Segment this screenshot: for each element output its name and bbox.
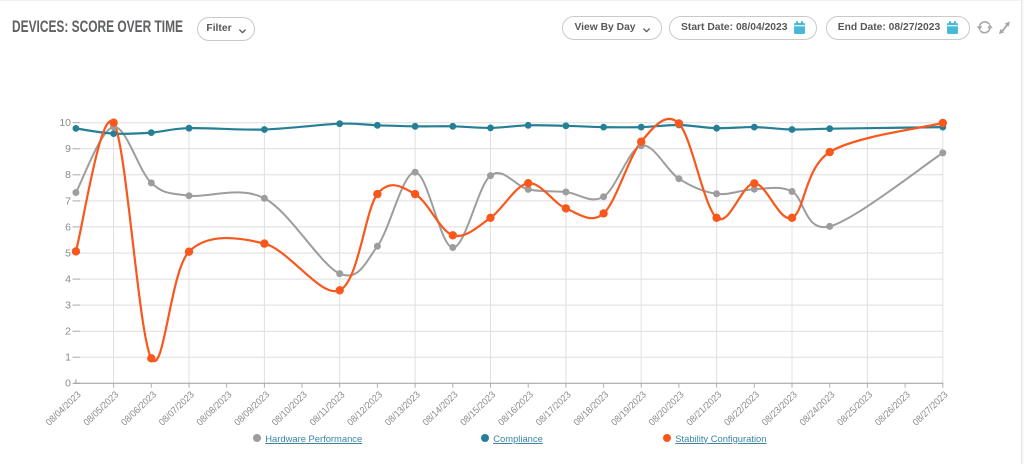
svg-text:4: 4 xyxy=(65,274,71,286)
svg-text:08/21/2023: 08/21/2023 xyxy=(685,389,725,428)
svg-text:0: 0 xyxy=(65,378,71,390)
svg-text:6: 6 xyxy=(65,221,71,233)
svg-text:08/15/2023: 08/15/2023 xyxy=(458,389,498,428)
svg-text:08/11/2023: 08/11/2023 xyxy=(308,389,348,428)
svg-text:9: 9 xyxy=(65,143,71,155)
svg-text:8: 8 xyxy=(65,169,71,181)
svg-text:08/10/2023: 08/10/2023 xyxy=(270,389,310,428)
svg-text:08/22/2023: 08/22/2023 xyxy=(722,389,762,428)
svg-text:08/12/2023: 08/12/2023 xyxy=(345,389,385,428)
svg-text:08/09/2023: 08/09/2023 xyxy=(232,389,272,428)
svg-text:08/14/2023: 08/14/2023 xyxy=(421,389,461,428)
svg-text:1: 1 xyxy=(65,352,71,364)
svg-text:08/26/2023: 08/26/2023 xyxy=(873,389,913,428)
svg-text:08/23/2023: 08/23/2023 xyxy=(760,389,800,428)
svg-text:08/17/2023: 08/17/2023 xyxy=(534,389,574,428)
svg-text:08/19/2023: 08/19/2023 xyxy=(609,389,649,428)
svg-text:7: 7 xyxy=(65,195,71,207)
svg-text:08/08/2023: 08/08/2023 xyxy=(195,389,235,428)
svg-text:08/04/2023: 08/04/2023 xyxy=(44,389,84,428)
svg-text:08/06/2023: 08/06/2023 xyxy=(119,389,159,428)
svg-text:08/05/2023: 08/05/2023 xyxy=(82,389,122,428)
svg-text:08/25/2023: 08/25/2023 xyxy=(835,389,875,428)
svg-text:08/20/2023: 08/20/2023 xyxy=(647,389,687,428)
svg-text:08/18/2023: 08/18/2023 xyxy=(572,389,612,428)
svg-text:10: 10 xyxy=(59,117,71,129)
svg-text:2: 2 xyxy=(65,326,71,338)
svg-text:08/07/2023: 08/07/2023 xyxy=(157,389,197,428)
svg-text:3: 3 xyxy=(65,300,71,312)
svg-text:08/16/2023: 08/16/2023 xyxy=(496,389,536,428)
svg-text:08/24/2023: 08/24/2023 xyxy=(798,389,838,428)
svg-text:5: 5 xyxy=(65,247,71,259)
svg-text:08/27/2023: 08/27/2023 xyxy=(911,389,951,428)
svg-text:08/13/2023: 08/13/2023 xyxy=(383,389,423,428)
